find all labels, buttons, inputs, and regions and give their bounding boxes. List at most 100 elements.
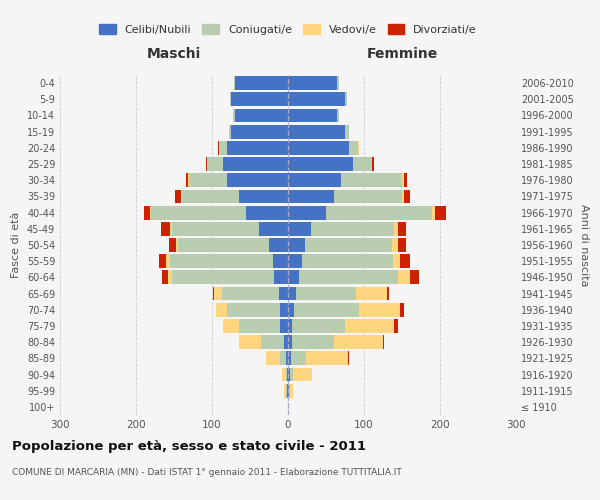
Bar <box>235 108 288 122</box>
Bar <box>398 270 410 284</box>
Bar <box>356 286 387 300</box>
Bar <box>176 238 178 252</box>
Bar <box>371 157 373 171</box>
Bar <box>334 336 383 349</box>
Bar <box>234 76 235 90</box>
Bar <box>294 303 359 316</box>
Bar <box>279 286 288 300</box>
Bar <box>394 222 398 235</box>
Bar <box>398 238 406 252</box>
Bar <box>269 238 288 252</box>
Bar <box>288 108 337 122</box>
Bar <box>227 174 288 187</box>
Bar <box>170 222 172 235</box>
Bar <box>246 206 288 220</box>
Bar <box>286 352 288 365</box>
Bar <box>273 254 288 268</box>
Text: Popolazione per età, sesso e stato civile - 2011: Popolazione per età, sesso e stato civil… <box>12 440 366 453</box>
Bar <box>288 141 349 154</box>
Bar <box>230 92 231 106</box>
Bar <box>394 319 398 333</box>
Bar <box>433 206 434 220</box>
Bar <box>206 157 208 171</box>
Bar <box>266 352 280 365</box>
Bar <box>214 286 222 300</box>
Bar <box>383 336 384 349</box>
Bar <box>280 319 288 333</box>
Bar <box>229 125 231 138</box>
Bar <box>233 108 235 122</box>
Bar <box>373 157 374 171</box>
Bar <box>220 141 227 154</box>
Bar <box>222 286 279 300</box>
Bar <box>288 174 341 187</box>
Bar <box>287 384 288 398</box>
Bar <box>288 190 334 203</box>
Bar <box>168 270 172 284</box>
Bar <box>289 384 290 398</box>
Bar <box>239 190 288 203</box>
Bar <box>337 76 339 90</box>
Bar <box>400 303 404 316</box>
Bar <box>404 174 407 187</box>
Bar <box>182 190 239 203</box>
Bar <box>162 270 168 284</box>
Bar <box>284 384 286 398</box>
Text: COMUNE DI MARCARIA (MN) - Dati ISTAT 1° gennaio 2011 - Elaborazione TUTTITALIA.I: COMUNE DI MARCARIA (MN) - Dati ISTAT 1° … <box>12 468 402 477</box>
Bar <box>172 270 274 284</box>
Bar <box>288 352 291 365</box>
Bar <box>259 222 288 235</box>
Legend: Celibi/Nubili, Coniugati/e, Vedovi/e, Divorziati/e: Celibi/Nubili, Coniugati/e, Vedovi/e, Di… <box>95 20 481 39</box>
Bar <box>398 222 406 235</box>
Bar <box>227 141 288 154</box>
Bar <box>282 368 286 382</box>
Bar <box>392 238 398 252</box>
Bar <box>178 238 269 252</box>
Bar <box>287 368 288 382</box>
Bar <box>288 368 290 382</box>
Bar <box>172 222 259 235</box>
Bar <box>239 319 280 333</box>
Bar <box>223 319 239 333</box>
Bar <box>349 141 358 154</box>
Bar <box>288 384 289 398</box>
Bar <box>291 352 306 365</box>
Bar <box>286 368 287 382</box>
Bar <box>292 336 334 349</box>
Bar <box>186 174 188 187</box>
Bar <box>223 157 288 171</box>
Bar <box>159 254 166 268</box>
Text: Maschi: Maschi <box>147 48 201 62</box>
Bar <box>288 254 302 268</box>
Bar <box>288 270 299 284</box>
Bar <box>402 190 404 203</box>
Bar <box>170 254 273 268</box>
Bar <box>359 303 400 316</box>
Bar <box>286 384 287 398</box>
Bar <box>404 190 410 203</box>
Bar <box>208 157 223 171</box>
Bar <box>334 190 402 203</box>
Bar <box>213 286 214 300</box>
Bar <box>393 254 400 268</box>
Bar <box>302 254 393 268</box>
Bar <box>189 174 227 187</box>
Bar <box>169 238 176 252</box>
Bar <box>410 270 419 284</box>
Bar <box>305 238 392 252</box>
Bar <box>288 157 353 171</box>
Bar <box>227 303 280 316</box>
Bar <box>326 206 433 220</box>
Bar <box>290 368 293 382</box>
Bar <box>348 352 349 365</box>
Bar <box>188 174 189 187</box>
Bar <box>161 222 170 235</box>
Bar <box>143 206 149 220</box>
Bar <box>181 190 182 203</box>
Bar <box>345 319 394 333</box>
Bar <box>274 270 288 284</box>
Bar <box>280 352 286 365</box>
Bar <box>292 319 345 333</box>
Bar <box>311 222 394 235</box>
Bar <box>149 206 151 220</box>
